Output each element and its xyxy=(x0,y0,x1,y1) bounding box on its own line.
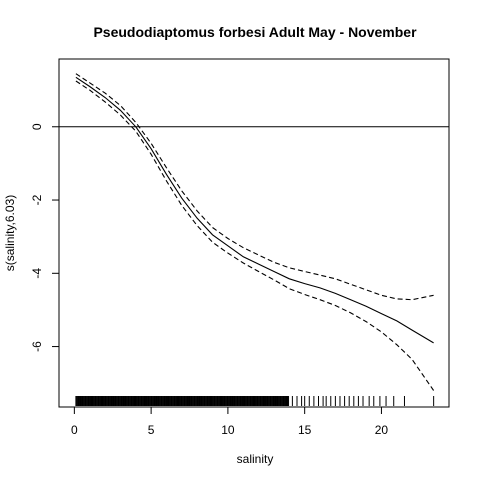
x-tick-label: 5 xyxy=(148,423,155,437)
x-axis: 0 5 10 15 20 xyxy=(71,406,389,437)
y-axis: 0 -2 -4 -6 xyxy=(30,123,60,352)
y-tick-label: -6 xyxy=(30,341,44,352)
chart-title: Pseudodiaptomus forbesi Adult May - Nove… xyxy=(93,24,417,40)
x-tick-label: 10 xyxy=(221,423,235,437)
y-axis-label: s(salinity,6.03) xyxy=(3,195,17,271)
y-tick-label: 0 xyxy=(30,123,44,130)
x-tick-label: 0 xyxy=(71,423,78,437)
series-fit xyxy=(75,76,434,344)
rug-marks xyxy=(75,396,435,406)
x-tick-label: 15 xyxy=(298,423,312,437)
y-tick-label: -2 xyxy=(30,194,44,205)
series-group xyxy=(75,73,435,391)
series-upper-band xyxy=(75,73,434,301)
y-tick-label: -4 xyxy=(30,268,44,279)
series-lower-band xyxy=(75,80,435,391)
x-tick-label: 20 xyxy=(375,423,389,437)
x-axis-label: salinity xyxy=(237,452,274,466)
plot-frame xyxy=(58,58,450,408)
